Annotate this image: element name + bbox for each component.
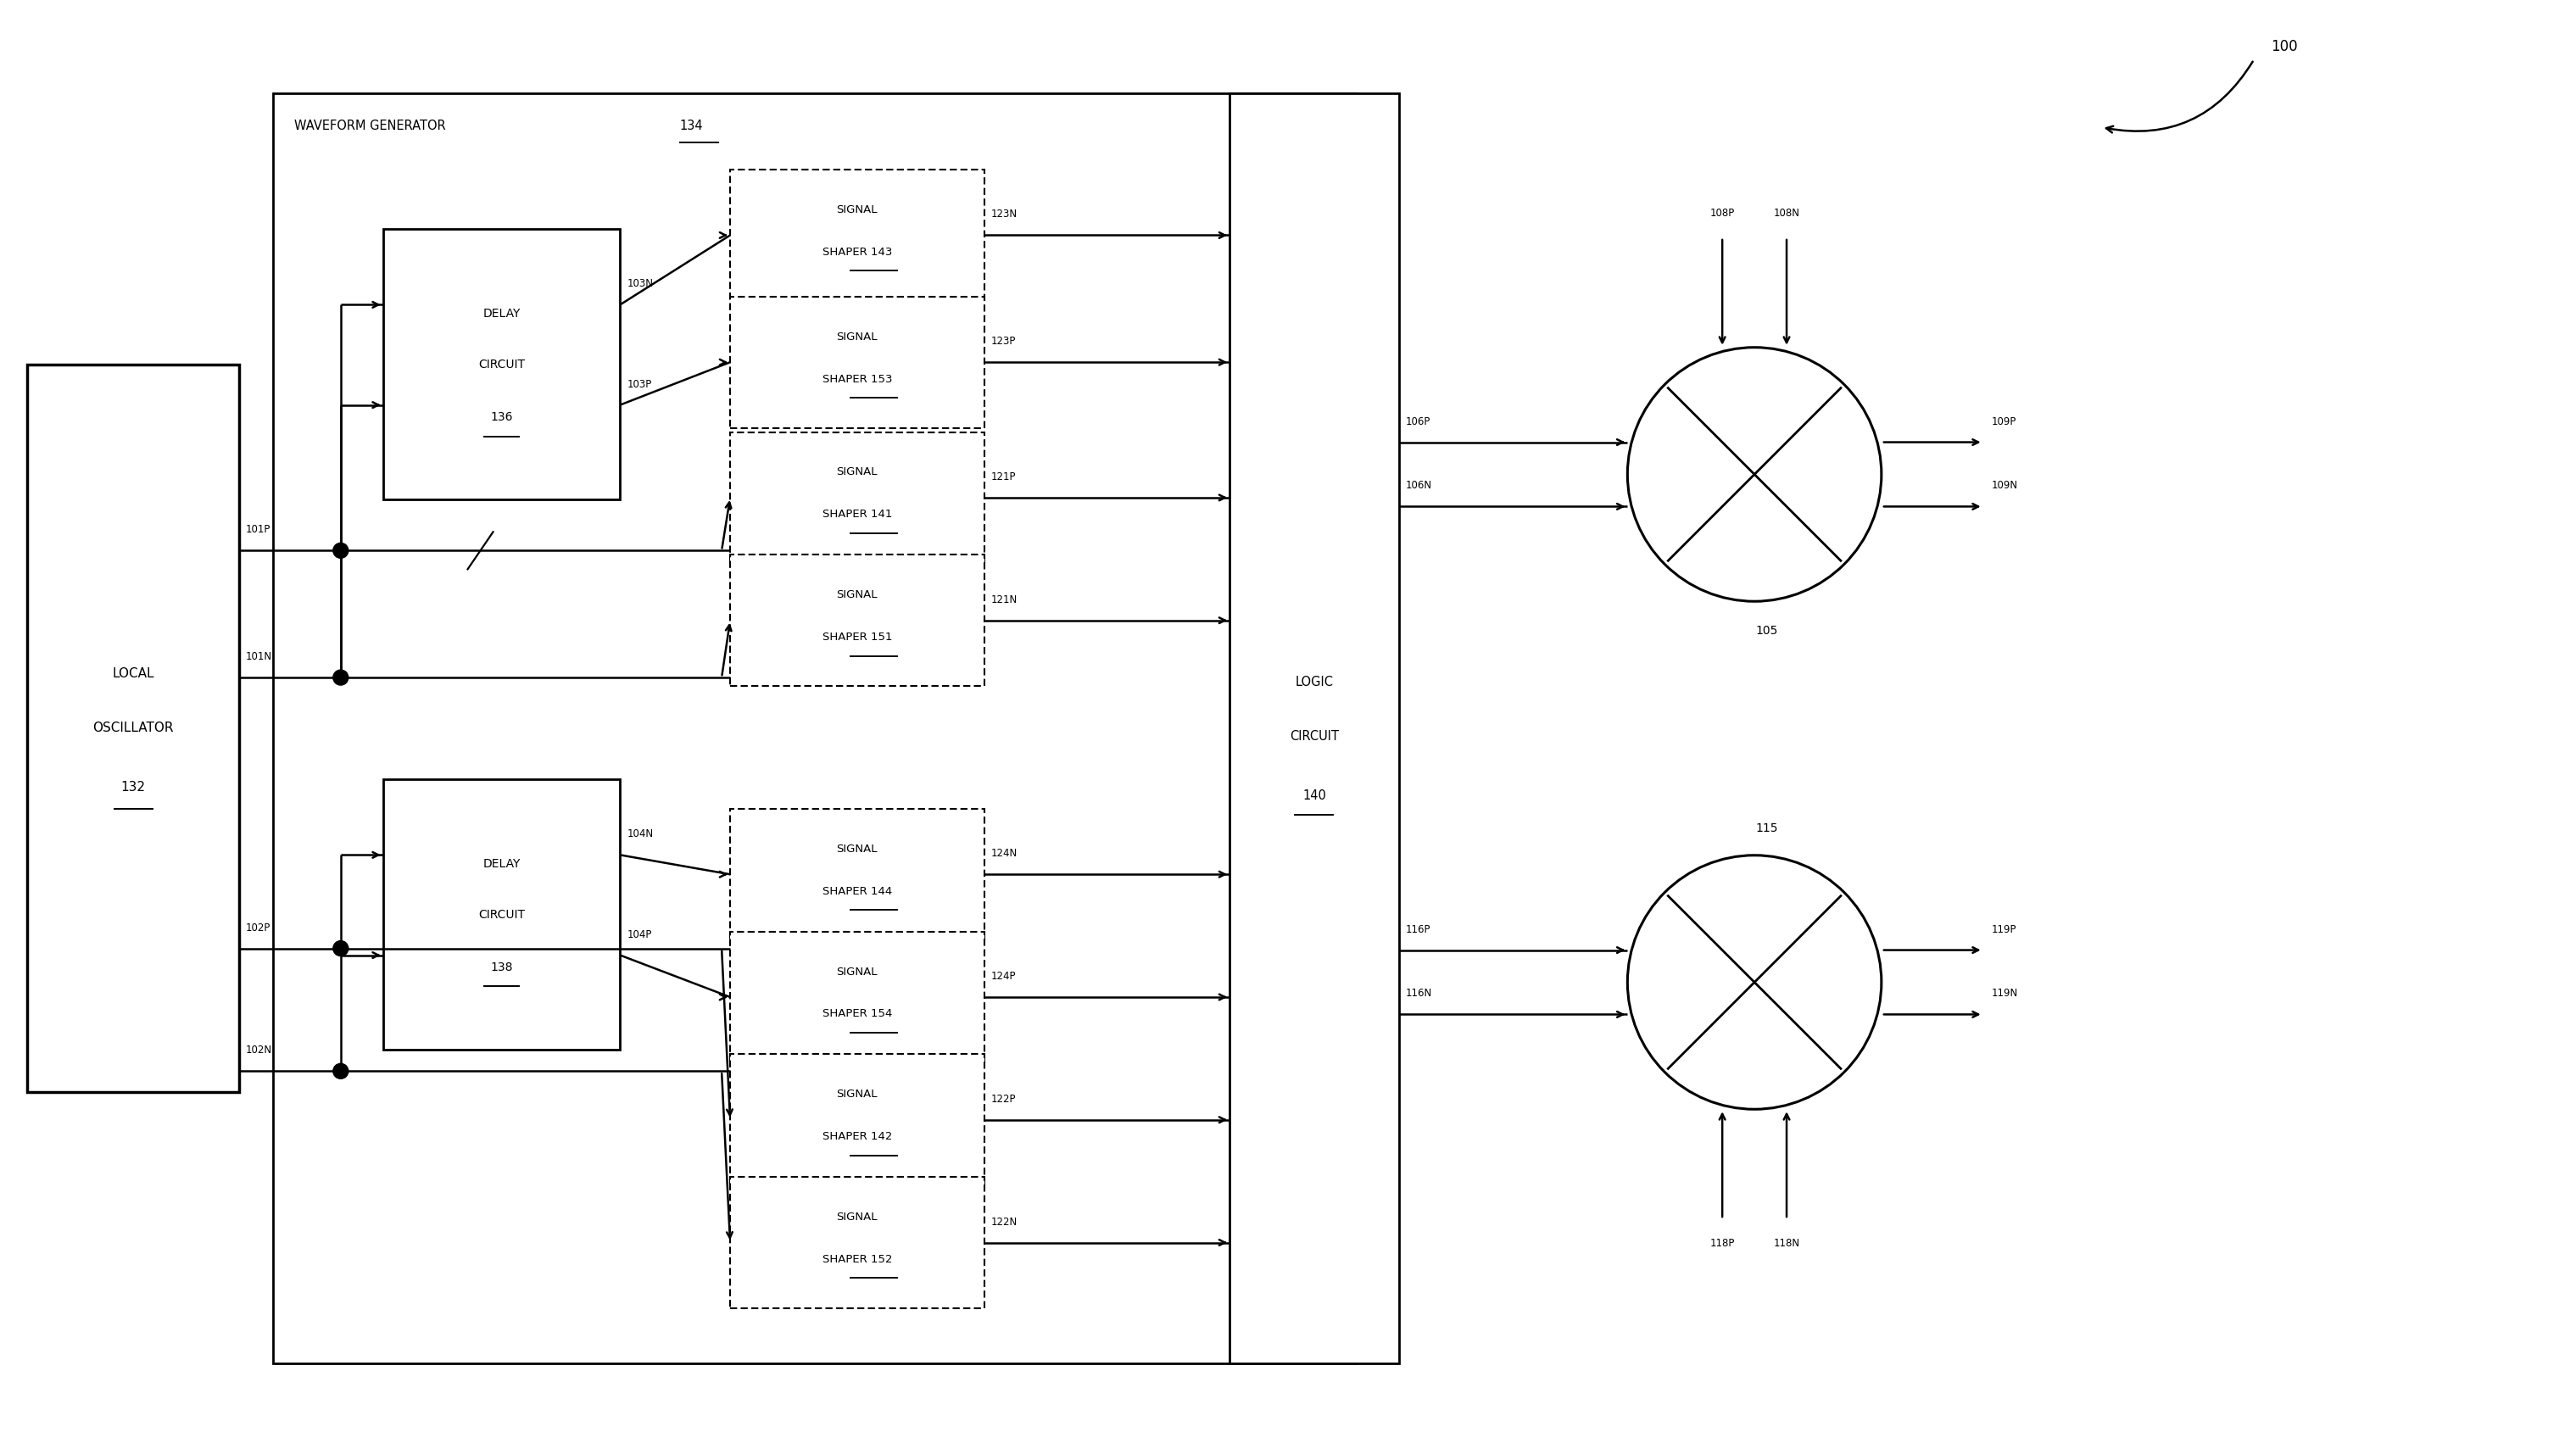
- Text: SHAPER 141: SHAPER 141: [822, 509, 891, 520]
- FancyBboxPatch shape: [729, 297, 984, 427]
- Text: 106P: 106P: [1406, 416, 1430, 427]
- Text: 140: 140: [1303, 790, 1327, 803]
- Text: SIGNAL: SIGNAL: [837, 590, 878, 600]
- Circle shape: [332, 543, 348, 558]
- Text: SIGNAL: SIGNAL: [837, 843, 878, 855]
- Text: DELAY: DELAY: [482, 307, 520, 319]
- Text: 121N: 121N: [992, 594, 1018, 606]
- Text: SHAPER 154: SHAPER 154: [822, 1009, 891, 1020]
- FancyBboxPatch shape: [384, 229, 621, 500]
- Text: 116P: 116P: [1406, 924, 1430, 935]
- Text: SHAPER 151: SHAPER 151: [822, 632, 891, 643]
- FancyBboxPatch shape: [729, 932, 984, 1062]
- Circle shape: [332, 940, 348, 956]
- FancyBboxPatch shape: [729, 1055, 984, 1185]
- Text: LOCAL: LOCAL: [113, 667, 155, 680]
- Text: SIGNAL: SIGNAL: [837, 332, 878, 342]
- Ellipse shape: [1628, 855, 1880, 1110]
- Text: 123P: 123P: [992, 336, 1015, 346]
- Text: 105: 105: [1757, 625, 1777, 638]
- Ellipse shape: [1628, 348, 1880, 601]
- FancyBboxPatch shape: [729, 1177, 984, 1308]
- Text: 124N: 124N: [992, 848, 1018, 859]
- Text: 123N: 123N: [992, 209, 1018, 220]
- FancyBboxPatch shape: [384, 780, 621, 1051]
- Text: SHAPER 144: SHAPER 144: [822, 885, 891, 897]
- Text: DELAY: DELAY: [482, 858, 520, 869]
- Text: 101P: 101P: [245, 525, 270, 535]
- Text: SIGNAL: SIGNAL: [837, 966, 878, 977]
- Text: 122N: 122N: [992, 1216, 1018, 1227]
- FancyBboxPatch shape: [729, 809, 984, 940]
- Text: 118P: 118P: [1710, 1237, 1734, 1249]
- Text: 115: 115: [1757, 822, 1777, 835]
- Text: CIRCUIT: CIRCUIT: [1291, 730, 1340, 743]
- Text: SIGNAL: SIGNAL: [837, 467, 878, 478]
- Text: 121P: 121P: [992, 471, 1015, 483]
- FancyBboxPatch shape: [1229, 93, 1399, 1364]
- Text: 124P: 124P: [992, 971, 1015, 982]
- Text: 103N: 103N: [626, 278, 654, 290]
- Text: 104P: 104P: [626, 929, 652, 940]
- Text: CIRCUIT: CIRCUIT: [479, 909, 526, 920]
- Text: 109P: 109P: [1991, 416, 2017, 427]
- FancyBboxPatch shape: [28, 364, 240, 1093]
- Text: SHAPER 143: SHAPER 143: [822, 246, 891, 258]
- Text: 109N: 109N: [1991, 480, 2017, 491]
- Text: 136: 136: [489, 412, 513, 423]
- Text: 108P: 108P: [1710, 207, 1734, 219]
- Text: 103P: 103P: [626, 378, 652, 390]
- FancyBboxPatch shape: [729, 432, 984, 564]
- Text: SHAPER 153: SHAPER 153: [822, 374, 891, 384]
- Text: 119N: 119N: [1991, 988, 2017, 1000]
- Text: 134: 134: [680, 119, 703, 132]
- FancyArrowPatch shape: [2107, 62, 2251, 133]
- Circle shape: [332, 669, 348, 685]
- Text: SHAPER 152: SHAPER 152: [822, 1253, 891, 1265]
- Text: 104N: 104N: [626, 829, 654, 840]
- Text: SHAPER 142: SHAPER 142: [822, 1132, 891, 1142]
- Text: 122P: 122P: [992, 1094, 1015, 1104]
- Text: 102P: 102P: [245, 922, 270, 933]
- FancyBboxPatch shape: [729, 555, 984, 685]
- Text: SIGNAL: SIGNAL: [837, 1088, 878, 1100]
- Text: 118N: 118N: [1772, 1237, 1801, 1249]
- Text: SIGNAL: SIGNAL: [837, 1211, 878, 1223]
- FancyBboxPatch shape: [729, 170, 984, 301]
- Text: 138: 138: [489, 961, 513, 972]
- Text: 108N: 108N: [1772, 207, 1801, 219]
- Text: WAVEFORM GENERATOR: WAVEFORM GENERATOR: [294, 119, 451, 132]
- Text: LOGIC: LOGIC: [1296, 675, 1334, 688]
- Circle shape: [332, 1064, 348, 1078]
- Text: 132: 132: [121, 781, 147, 794]
- Text: OSCILLATOR: OSCILLATOR: [93, 722, 173, 735]
- Text: CIRCUIT: CIRCUIT: [479, 358, 526, 371]
- Text: 106N: 106N: [1406, 480, 1432, 491]
- Text: 101N: 101N: [245, 651, 273, 662]
- Text: SIGNAL: SIGNAL: [837, 204, 878, 216]
- Text: 100: 100: [2272, 39, 2298, 55]
- Text: 119P: 119P: [1991, 924, 2017, 935]
- Text: 116N: 116N: [1406, 988, 1432, 1000]
- FancyBboxPatch shape: [273, 93, 1358, 1364]
- Text: 102N: 102N: [245, 1045, 273, 1056]
